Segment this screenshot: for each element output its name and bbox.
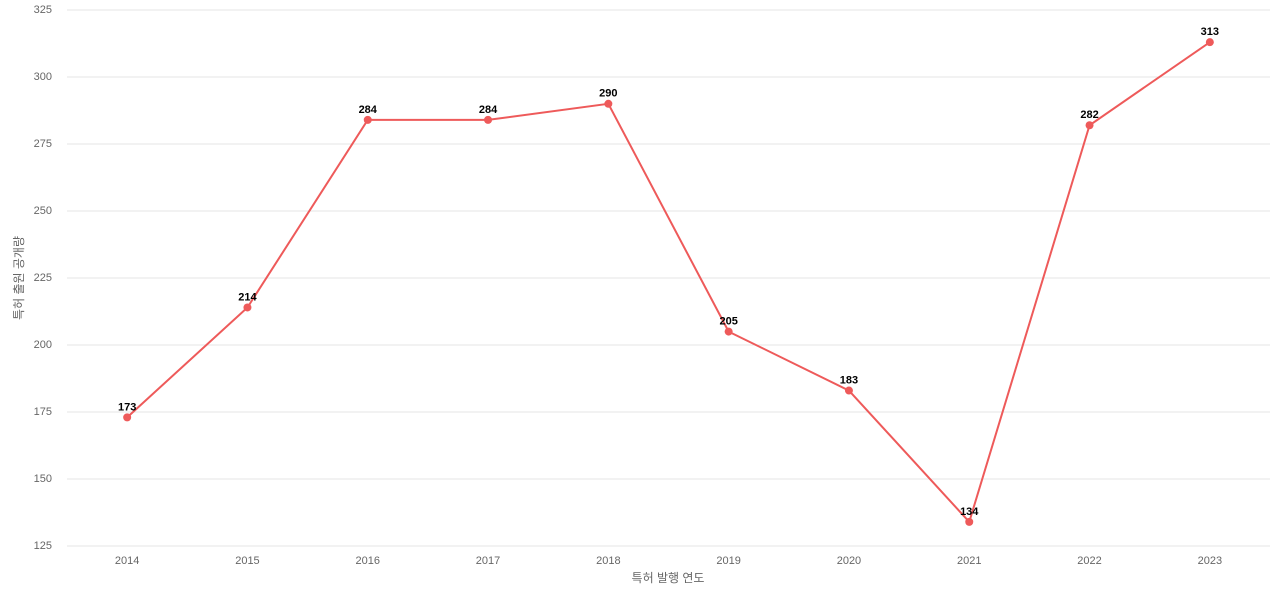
y-tick-label: 250: [34, 205, 52, 217]
x-tick-label: 2016: [356, 555, 380, 567]
x-tick-label: 2021: [957, 555, 981, 567]
x-tick-label: 2022: [1077, 555, 1101, 567]
x-axis-title: 특허 발행 연도: [632, 570, 705, 585]
data-label: 214: [238, 291, 257, 303]
point: [724, 327, 733, 336]
data-label: 205: [719, 316, 737, 328]
x-tick-label: 2023: [1198, 555, 1222, 567]
x-tick-label: 2017: [476, 555, 500, 567]
data-label: 313: [1201, 26, 1219, 38]
y-tick-label: 275: [34, 138, 52, 150]
point: [484, 115, 493, 124]
x-tick-label: 2015: [235, 555, 259, 567]
data-label: 282: [1080, 109, 1098, 121]
data-label: 284: [359, 104, 378, 116]
y-tick-label: 325: [34, 4, 52, 16]
x-tick-label: 2014: [115, 555, 139, 567]
point: [363, 115, 372, 124]
x-tick-label: 2020: [837, 555, 861, 567]
data-label: 134: [960, 506, 979, 518]
y-tick-label: 200: [34, 339, 52, 351]
point: [604, 99, 613, 108]
data-label: 284: [479, 104, 498, 116]
data-label: 173: [118, 401, 136, 413]
data-label: 290: [599, 88, 617, 100]
point: [965, 517, 974, 526]
y-axis-title: 특허 출원 공개량: [12, 236, 26, 320]
y-tick-label: 150: [34, 473, 52, 485]
line: [126, 41, 1211, 524]
y-tick-label: 225: [34, 272, 52, 284]
point: [123, 413, 132, 422]
y-tick-label: 175: [34, 406, 52, 418]
y-tick-label: 300: [34, 71, 52, 83]
point: [243, 303, 252, 312]
y-tick-label: 125: [34, 540, 52, 552]
data-label: 183: [840, 374, 858, 386]
point: [1085, 121, 1094, 130]
point: [1205, 38, 1214, 47]
x-tick-label: 2018: [596, 555, 620, 567]
point: [844, 386, 853, 395]
x-tick-label: 2019: [716, 555, 740, 567]
